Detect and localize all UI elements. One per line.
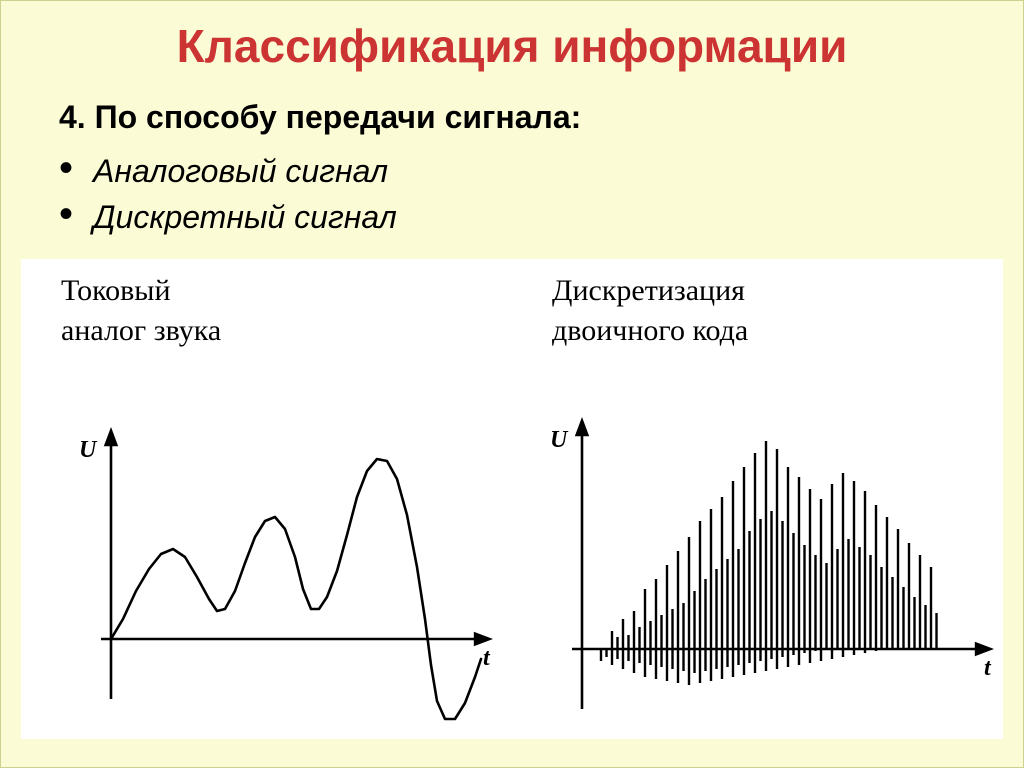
bullet-list: Аналоговый сигнал Дискретный сигнал <box>59 148 1023 241</box>
svg-text:t: t <box>984 655 992 681</box>
right-panel: Дискретизация двоичного кода Ut <box>512 259 1003 739</box>
list-item: Аналоговый сигнал <box>59 148 1023 194</box>
list-item: Дискретный сигнал <box>59 194 1023 240</box>
page-title: Классификация информации <box>1 19 1023 73</box>
section-heading: 4. По способу передачи сигнала: <box>59 99 1023 136</box>
analog-signal-chart: Ut <box>41 419 501 729</box>
left-panel: Токовый аналог звука Ut <box>21 259 512 739</box>
svg-text:t: t <box>483 645 491 671</box>
svg-text:U: U <box>79 437 98 463</box>
chart-area: Токовый аналог звука Ut Дискретизация дв… <box>21 259 1003 739</box>
discrete-signal-chart: Ut <box>522 399 1002 729</box>
right-chart-caption: Дискретизация двоичного кода <box>552 271 748 352</box>
svg-text:U: U <box>550 427 569 453</box>
left-chart-caption: Токовый аналог звука <box>61 271 221 352</box>
